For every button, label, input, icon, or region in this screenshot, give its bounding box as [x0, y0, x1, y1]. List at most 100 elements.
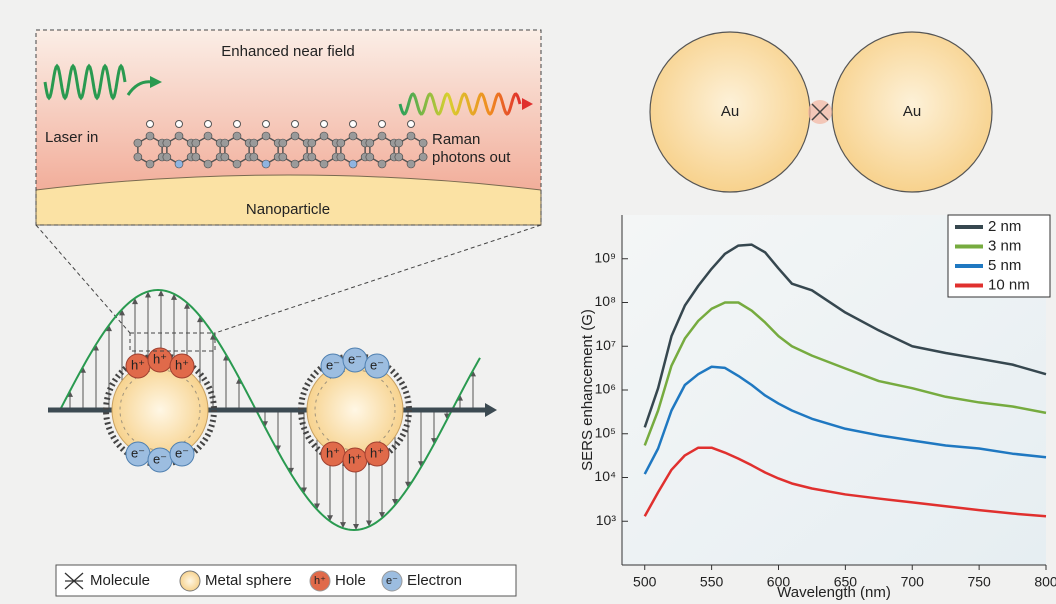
atom — [250, 139, 258, 147]
hole-symbol: h⁺ — [348, 451, 362, 466]
atom — [320, 132, 328, 140]
legend-label: Electron — [407, 572, 462, 589]
zoom-box — [130, 333, 215, 351]
atom — [378, 160, 386, 168]
atom — [279, 153, 287, 161]
atom — [134, 139, 142, 147]
atom — [234, 121, 241, 128]
y-tick-label: 10⁶ — [595, 381, 616, 397]
atom — [233, 132, 241, 140]
sphere-icon — [180, 571, 200, 591]
x-axis-label: Wavelength (nm) — [777, 584, 891, 601]
y-axis-label: SERS enhancement (G) — [579, 309, 596, 471]
atom — [204, 160, 212, 168]
atom — [349, 132, 357, 140]
x-tick-label: 700 — [901, 574, 925, 590]
atom — [134, 153, 142, 161]
atom — [366, 139, 374, 147]
atom — [291, 160, 299, 168]
hole-symbol: h⁺ — [326, 445, 340, 460]
legend-label: 2 nm — [988, 218, 1021, 235]
atom — [408, 121, 415, 128]
atom — [263, 121, 270, 128]
atom — [350, 121, 357, 128]
atom — [349, 160, 357, 168]
atom — [146, 160, 154, 168]
legend-label: 10 nm — [988, 276, 1030, 293]
zoom-line — [215, 225, 541, 333]
atom — [337, 153, 345, 161]
atom — [320, 160, 328, 168]
metal-sphere — [112, 362, 208, 458]
plasmon-diagram: h⁺e⁻h⁺e⁻h⁺e⁻h⁺e⁻h⁺e⁻h⁺e⁻ — [48, 290, 497, 530]
y-tick-label: 10⁴ — [594, 468, 616, 484]
legend-label: Hole — [335, 572, 366, 589]
atom — [175, 160, 183, 168]
laser-label: Laser in — [45, 129, 98, 146]
atom — [395, 153, 403, 161]
atom — [321, 121, 328, 128]
y-tick-label: 10³ — [596, 512, 617, 528]
electron-symbol: e⁻ — [370, 357, 384, 372]
atom — [163, 153, 171, 161]
atom — [250, 153, 258, 161]
atom — [205, 121, 212, 128]
raman-label: photons out — [432, 149, 511, 166]
atom — [262, 160, 270, 168]
atom — [366, 153, 374, 161]
x-tick-label: 800 — [1034, 574, 1056, 590]
atom — [163, 139, 171, 147]
x-tick-label: 550 — [700, 574, 724, 590]
electron-symbol: e⁻ — [386, 575, 398, 587]
hole-symbol: h⁺ — [153, 351, 167, 366]
figure: Enhanced near field Nanoparticle Laser i… — [0, 0, 1056, 604]
sphere-label: Au — [721, 103, 739, 120]
atom — [378, 132, 386, 140]
atom — [204, 132, 212, 140]
y-tick-label: 10⁷ — [595, 337, 616, 353]
atom — [221, 139, 229, 147]
atom — [407, 132, 415, 140]
hole-symbol: h⁺ — [131, 357, 145, 372]
electron-symbol: e⁻ — [348, 351, 362, 366]
atom — [419, 153, 427, 161]
y-tick-label: 10⁵ — [595, 424, 616, 440]
inset: Enhanced near field Nanoparticle Laser i… — [36, 30, 541, 225]
atom — [176, 121, 183, 128]
atom — [233, 160, 241, 168]
legend-label: 5 nm — [988, 257, 1021, 274]
nanoparticle-label: Nanoparticle — [246, 201, 330, 218]
axis-arrowhead — [485, 403, 497, 417]
y-tick-label: 10⁹ — [594, 249, 616, 265]
atom — [395, 139, 403, 147]
atom — [279, 139, 287, 147]
electron-symbol: e⁻ — [175, 445, 189, 460]
atom — [292, 121, 299, 128]
atom — [147, 121, 154, 128]
x-tick-label: 500 — [633, 574, 657, 590]
metal-sphere — [307, 362, 403, 458]
atom — [291, 132, 299, 140]
electron-symbol: e⁻ — [326, 357, 340, 372]
atom — [379, 121, 386, 128]
sphere-label: Au — [903, 103, 921, 120]
atom — [419, 139, 427, 147]
atom — [175, 132, 183, 140]
legend-label: Molecule — [90, 572, 150, 589]
electron-symbol: e⁻ — [153, 451, 167, 466]
inset-title: Enhanced near field — [221, 43, 354, 60]
diagram-legend: Molecule Metal sphere h⁺ Hole e⁻ Electro… — [56, 565, 516, 596]
electron-symbol: e⁻ — [131, 445, 145, 460]
hole-symbol: h⁺ — [175, 357, 189, 372]
legend-label: Metal sphere — [205, 572, 292, 589]
x-tick-label: 750 — [967, 574, 991, 590]
atom — [308, 139, 316, 147]
raman-label: Raman — [432, 131, 480, 148]
atom — [308, 153, 316, 161]
hole-symbol: h⁺ — [314, 575, 326, 587]
legend-label: 3 nm — [988, 237, 1021, 254]
atom — [262, 132, 270, 140]
atom — [407, 160, 415, 168]
page: {"chart_data": {"type": "line", "xlabel"… — [0, 0, 1056, 604]
